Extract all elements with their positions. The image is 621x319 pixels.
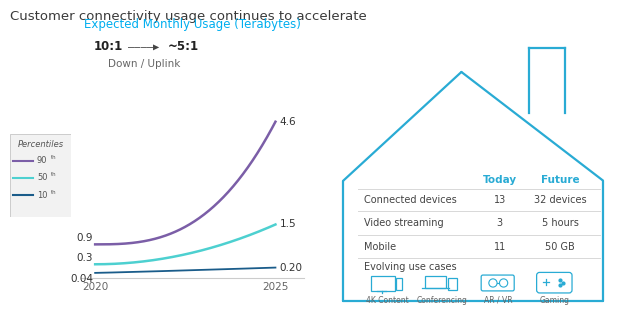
Text: 50: 50	[37, 174, 47, 182]
Text: 10: 10	[37, 191, 47, 200]
Text: Future: Future	[541, 175, 579, 185]
Text: Conferencing: Conferencing	[417, 296, 468, 305]
Text: Expected Monthly Usage (Terabytes): Expected Monthly Usage (Terabytes)	[84, 18, 301, 31]
Text: 4.6: 4.6	[280, 117, 296, 127]
Text: AR / VR: AR / VR	[484, 296, 512, 305]
Text: 1.5: 1.5	[280, 219, 296, 229]
Text: th: th	[51, 172, 57, 177]
Text: Percentiles: Percentiles	[17, 140, 64, 149]
Text: Today: Today	[483, 175, 517, 185]
Bar	[371, 276, 395, 291]
Text: Mobile: Mobile	[364, 241, 396, 252]
Text: th: th	[51, 155, 57, 160]
Text: ————▶: ————▶	[129, 41, 160, 51]
FancyBboxPatch shape	[10, 134, 71, 217]
Text: th: th	[51, 189, 57, 195]
Text: 32 devices: 32 devices	[534, 195, 586, 204]
Text: Connected devices: Connected devices	[364, 195, 457, 204]
Text: Evolving use cases: Evolving use cases	[364, 262, 456, 272]
Text: 4K Content: 4K Content	[366, 296, 409, 305]
Text: Down / Uplink: Down / Uplink	[108, 59, 180, 69]
Bar	[425, 276, 446, 288]
Text: 90: 90	[37, 156, 47, 165]
Text: 0.20: 0.20	[280, 263, 303, 272]
Text: 10:1: 10:1	[94, 40, 124, 53]
Text: Gaming: Gaming	[539, 296, 569, 305]
Text: 3: 3	[497, 218, 503, 228]
Text: 11: 11	[494, 241, 506, 252]
Text: 50 GB: 50 GB	[545, 241, 575, 252]
Bar	[396, 278, 402, 290]
Bar	[448, 278, 457, 290]
Text: 13: 13	[494, 195, 506, 204]
Text: ~5:1: ~5:1	[168, 40, 199, 53]
Text: 0.3: 0.3	[77, 253, 93, 263]
Text: 5 hours: 5 hours	[542, 218, 579, 228]
Text: Customer connectivity usage continues to accelerate: Customer connectivity usage continues to…	[10, 10, 366, 23]
Text: 0.9: 0.9	[77, 233, 93, 243]
Text: 0.04: 0.04	[70, 274, 93, 284]
Text: Video streaming: Video streaming	[364, 218, 443, 228]
